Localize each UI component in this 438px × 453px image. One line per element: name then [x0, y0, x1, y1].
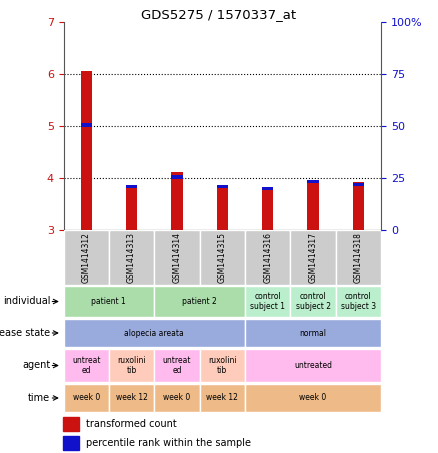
Text: disease state: disease state	[0, 328, 50, 338]
Bar	[154, 230, 200, 285]
Text: control
subject 1: control subject 1	[250, 292, 285, 311]
Bar	[307, 179, 319, 230]
Text: individual: individual	[3, 297, 50, 307]
Bar	[109, 230, 154, 285]
Bar	[245, 286, 290, 318]
Bar	[262, 187, 273, 190]
Bar	[154, 349, 200, 382]
Text: percentile rank within the sample: percentile rank within the sample	[86, 438, 251, 448]
Text: transformed count: transformed count	[86, 419, 177, 429]
Text: GSM1414314: GSM1414314	[173, 232, 181, 283]
Bar	[64, 349, 109, 382]
Bar	[81, 123, 92, 126]
Text: control
subject 3: control subject 3	[341, 292, 376, 311]
Text: patient 2: patient 2	[182, 297, 217, 306]
Bar	[63, 417, 79, 431]
Bar	[200, 349, 245, 382]
Text: GSM1414313: GSM1414313	[127, 232, 136, 283]
Bar	[307, 179, 319, 183]
Text: ruxolini
tib: ruxolini tib	[117, 356, 146, 375]
Text: time: time	[28, 393, 50, 403]
Bar	[353, 183, 364, 186]
Bar	[200, 384, 245, 412]
Text: untreated: untreated	[294, 361, 332, 370]
Text: control
subject 2: control subject 2	[296, 292, 331, 311]
Text: week 12: week 12	[116, 394, 148, 403]
Bar	[290, 286, 336, 318]
Bar	[154, 384, 200, 412]
Bar	[245, 349, 381, 382]
Bar	[200, 230, 245, 285]
Bar	[245, 384, 381, 412]
Text: alopecia areata: alopecia areata	[124, 328, 184, 337]
Bar	[171, 172, 183, 230]
Bar	[245, 230, 290, 285]
Bar	[336, 230, 381, 285]
Bar	[353, 182, 364, 230]
Text: patient 1: patient 1	[92, 297, 126, 306]
Text: GSM1414318: GSM1414318	[354, 232, 363, 283]
Text: untreat
ed: untreat ed	[162, 356, 191, 375]
Bar	[109, 384, 154, 412]
Bar	[290, 230, 336, 285]
Text: GSM1414317: GSM1414317	[308, 232, 318, 283]
Bar	[336, 286, 381, 318]
Text: week 12: week 12	[206, 394, 238, 403]
Text: ruxolini
tib: ruxolini tib	[208, 356, 237, 375]
Bar	[64, 230, 109, 285]
Bar	[171, 175, 183, 178]
Bar	[64, 318, 245, 347]
Bar	[217, 185, 228, 230]
Bar	[126, 186, 137, 230]
Text: GSM1414316: GSM1414316	[263, 232, 272, 283]
Text: GDS5275 / 1570337_at: GDS5275 / 1570337_at	[141, 8, 297, 21]
Bar	[63, 436, 79, 450]
Bar	[64, 384, 109, 412]
Text: week 0: week 0	[73, 394, 100, 403]
Text: week 0: week 0	[300, 394, 327, 403]
Text: GSM1414315: GSM1414315	[218, 232, 227, 283]
Bar	[154, 286, 245, 318]
Bar	[64, 286, 154, 318]
Text: GSM1414312: GSM1414312	[82, 232, 91, 283]
Bar	[126, 185, 137, 188]
Text: normal: normal	[300, 328, 326, 337]
Text: week 0: week 0	[163, 394, 191, 403]
Bar	[81, 72, 92, 230]
Text: untreat
ed: untreat ed	[72, 356, 100, 375]
Bar	[245, 318, 381, 347]
Bar	[217, 185, 228, 188]
Text: agent: agent	[22, 361, 50, 371]
Bar	[109, 349, 154, 382]
Bar	[262, 188, 273, 230]
